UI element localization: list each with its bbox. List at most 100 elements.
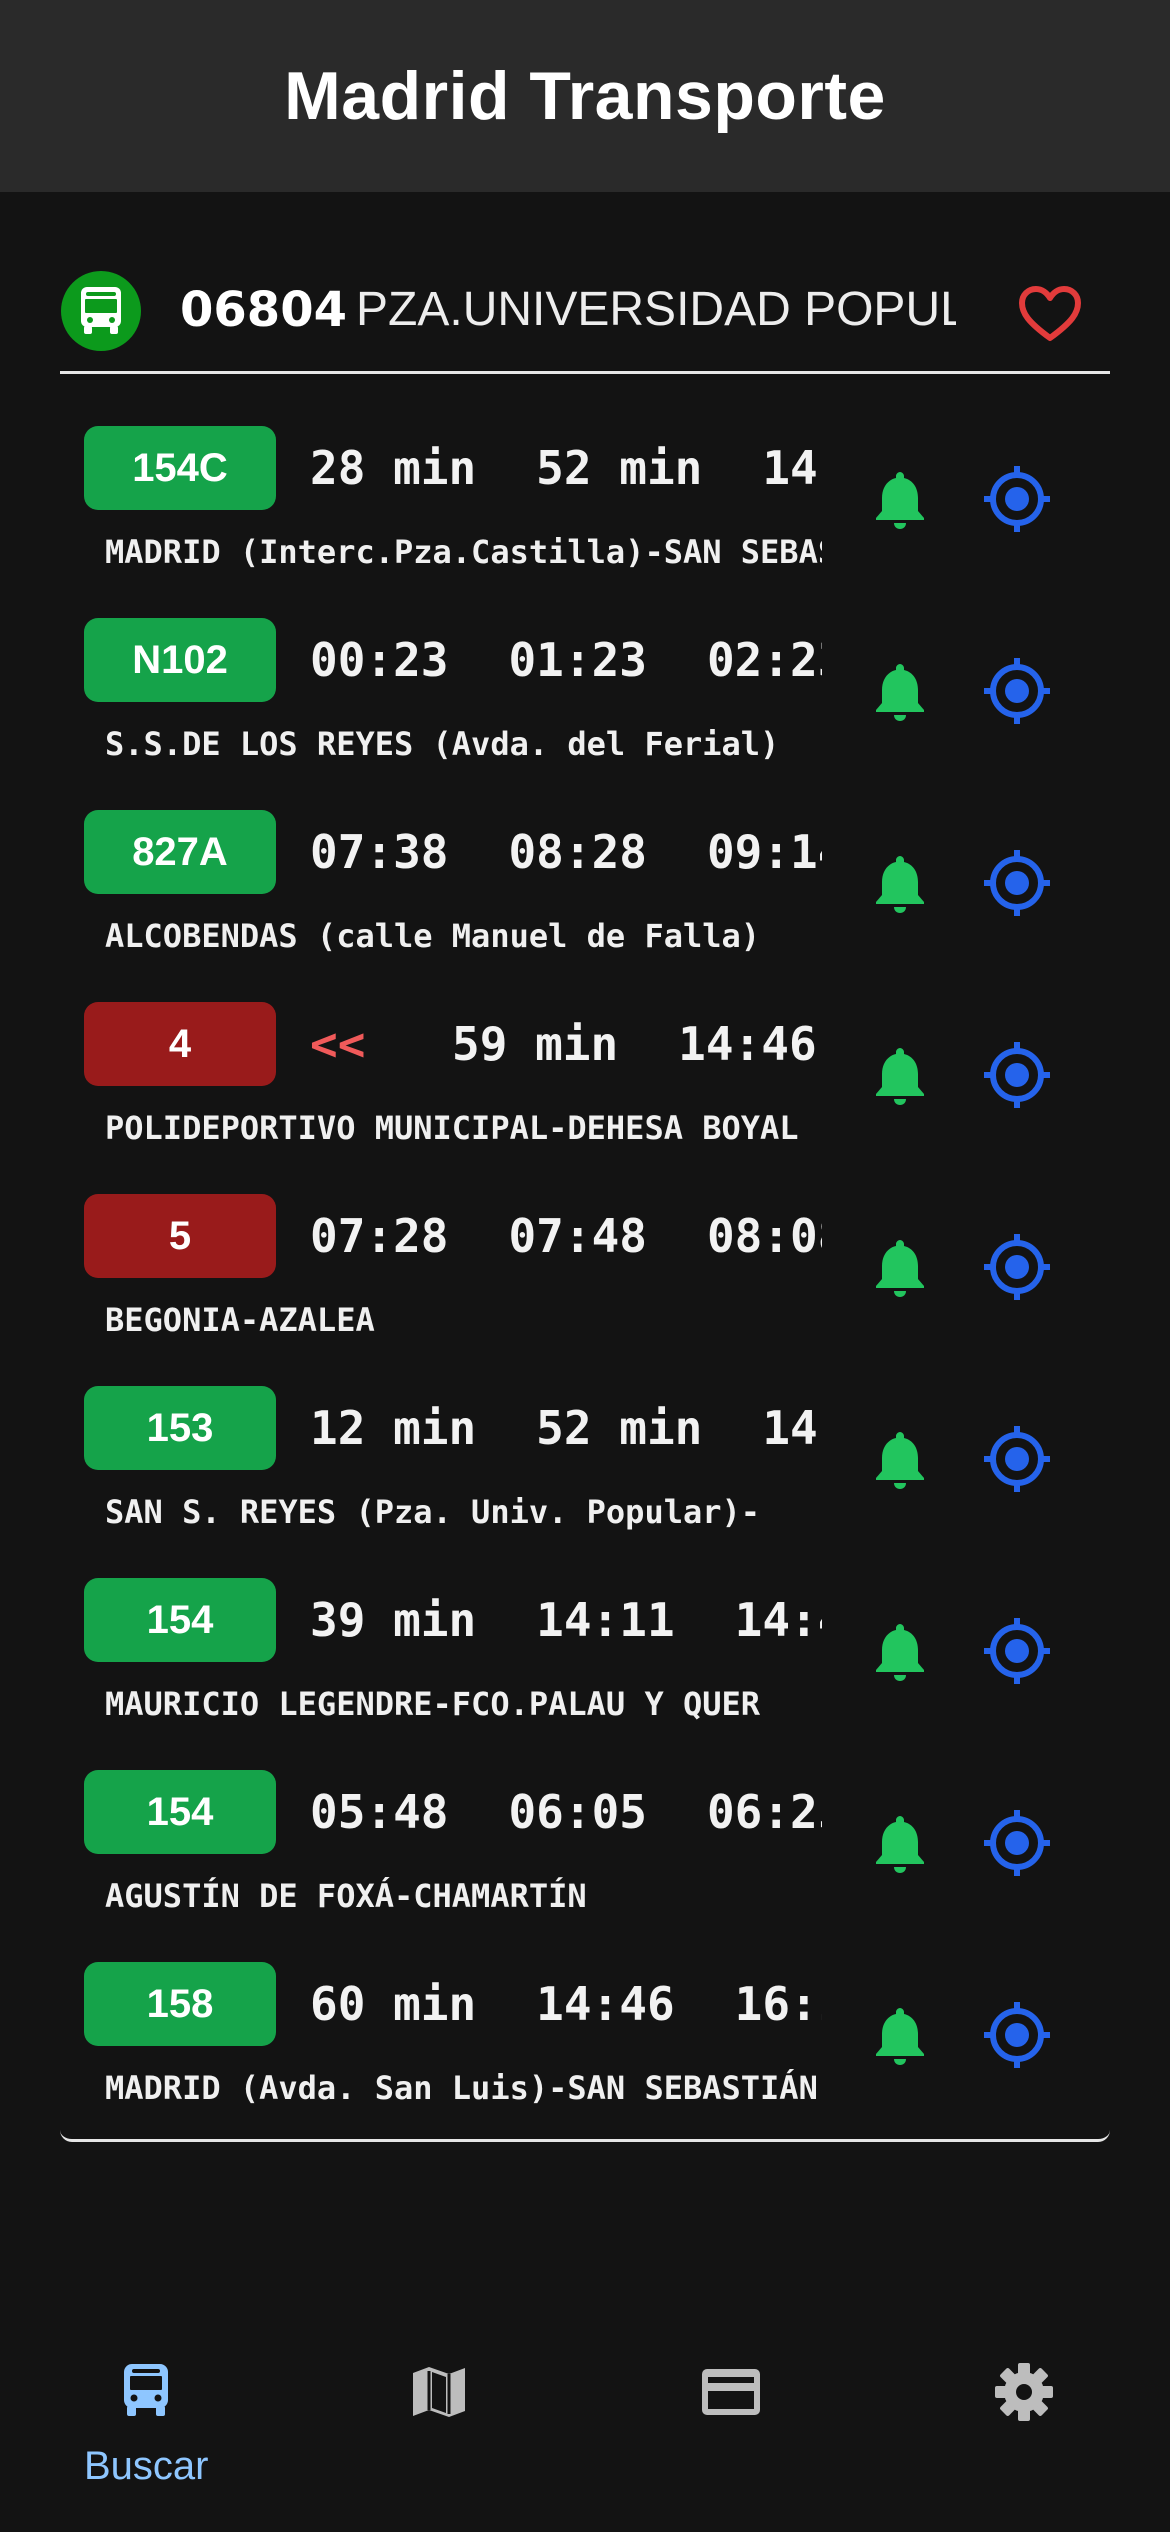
arrival-time: 14:46 — [762, 1401, 822, 1455]
line-row[interactable]: 154 05:48 06:05 06:25 AGUSTÍN DE FOXÁ-CHAMAR… — [60, 1770, 1110, 1962]
locate-icon[interactable] — [980, 846, 1054, 920]
map-icon — [407, 2360, 471, 2424]
stop-card: 06804 PZA.UNIVERSIDAD POPULAR 154C 28 min… — [60, 234, 1110, 2142]
arrival-time: 60 min — [310, 1977, 477, 2031]
bell-icon[interactable] — [865, 848, 935, 918]
nav-item-buscar[interactable]: Buscar — [0, 2320, 293, 2532]
arrival-time: 07:38 — [310, 825, 449, 879]
arrival-time: 08:08 — [706, 1209, 822, 1263]
line-destination: ALCOBENDAS (calle Manuel de Falla) — [105, 917, 761, 955]
nav-label-buscar: Buscar — [84, 2444, 209, 2488]
bell-icon[interactable] — [865, 656, 935, 726]
arrival-time: 06:25 — [706, 1785, 822, 1839]
nav-item-ajustes[interactable] — [878, 2320, 1170, 2532]
arrival-time: 05:48 — [310, 1785, 449, 1839]
arrival-time: 28 min — [310, 441, 477, 495]
arrival-time: 59 min — [452, 1017, 619, 1071]
nav-item-mapa[interactable] — [293, 2320, 586, 2532]
line-row[interactable]: 153 12 min 52 min 14:46SAN S. REYES (Pza. U… — [60, 1386, 1110, 1578]
locate-icon[interactable] — [980, 1998, 1054, 2072]
line-destination: MADRID (Interc.Pza.Castilla)-SAN SEBASTI… — [105, 533, 822, 571]
line-number-badge: 154C — [84, 426, 276, 510]
line-number-badge: 158 — [84, 1962, 276, 2046]
arrival-times: 28 min 52 min 14:46 — [310, 426, 822, 510]
locate-icon[interactable] — [980, 462, 1054, 536]
arrival-times: 07:28 07:48 08:08 — [310, 1194, 822, 1278]
locate-icon[interactable] — [980, 1806, 1054, 1880]
line-row[interactable]: N102 00:23 01:23 02:23 S.S.DE LOS REYES (Avd… — [60, 618, 1110, 810]
arrival-time: 14:11 — [536, 1593, 675, 1647]
bus-icon — [61, 271, 141, 351]
locate-icon[interactable] — [980, 1038, 1054, 1112]
locate-icon[interactable] — [980, 654, 1054, 728]
arrival-times: 12 min 52 min 14:46 — [310, 1386, 822, 1470]
arrival-time: 52 min — [536, 1401, 703, 1455]
line-destination: POLIDEPORTIVO MUNICIPAL-DEHESA BOYAL — [105, 1109, 799, 1147]
line-row[interactable]: 154 39 min 14:11 14:46 MAURICIO LEGENDRE-FCO… — [60, 1578, 1110, 1770]
arrival-time: 39 min — [310, 1593, 477, 1647]
arrival-times: << 59 min 14:46 — [310, 1002, 822, 1086]
line-number-badge: 154 — [84, 1578, 276, 1662]
line-destination: SAN S. REYES (Pza. Univ. Popular)- — [105, 1493, 761, 1531]
line-number-badge: 154 — [84, 1770, 276, 1854]
arrival-times: 39 min 14:11 14:46 — [310, 1578, 822, 1662]
arrival-time: 07:48 — [508, 1209, 647, 1263]
arrival-time: 07:28 — [310, 1209, 449, 1263]
line-row[interactable]: 158 60 min 14:46 16:11 MADRID (Avda. San Lui… — [60, 1962, 1110, 2154]
stop-number: 06804 — [180, 282, 347, 338]
arrival-time: 02:23 — [706, 633, 822, 687]
line-destination: AGUSTÍN DE FOXÁ-CHAMARTÍN — [105, 1877, 587, 1915]
line-destination: MAURICIO LEGENDRE-FCO.PALAU Y QUER — [105, 1685, 761, 1723]
bell-icon[interactable] — [865, 1808, 935, 1878]
line-row[interactable]: 5 07:28 07:48 08:08 BEGONIA-AZALEA — [60, 1194, 1110, 1386]
line-row[interactable]: 154C 28 min 52 min 14:46 MADRID (Interc.Pza.… — [60, 426, 1110, 618]
heart-outline-icon — [1019, 286, 1081, 341]
line-row[interactable]: 827A 07:38 08:28 09:14 ALCOBENDAS (calle Man… — [60, 810, 1110, 1002]
bell-icon[interactable] — [865, 464, 935, 534]
line-list: 154C 28 min 52 min 14:46 MADRID (Interc.Pza.… — [60, 426, 1110, 2154]
locate-icon[interactable] — [980, 1422, 1054, 1496]
arrival-time: 14:46 — [536, 1977, 675, 2031]
app-header: Madrid Transporte — [0, 0, 1170, 192]
arrival-time: 08:28 — [508, 825, 647, 879]
arrival-time: 12 min — [310, 1401, 477, 1455]
arrival-time: 52 min — [536, 441, 703, 495]
stop-header: 06804 PZA.UNIVERSIDAD POPULAR — [60, 234, 1110, 374]
locate-icon[interactable] — [980, 1614, 1054, 1688]
line-destination: BEGONIA-AZALEA — [105, 1301, 375, 1339]
card-icon — [699, 2360, 763, 2424]
favorite-button[interactable] — [1015, 282, 1085, 346]
arrival-time: 14:46 — [678, 1017, 817, 1071]
page-title: Madrid Transporte — [284, 58, 886, 134]
arrival-time: 01:23 — [508, 633, 647, 687]
bell-icon[interactable] — [865, 1040, 935, 1110]
arrival-time: 06:05 — [508, 1785, 647, 1839]
line-number-badge: N102 — [84, 618, 276, 702]
line-number-badge: 153 — [84, 1386, 276, 1470]
bell-icon[interactable] — [865, 1616, 935, 1686]
arrival-time: 00:23 — [310, 633, 449, 687]
bell-icon[interactable] — [865, 1424, 935, 1494]
line-row[interactable]: 4 << 59 min 14:46 POLIDEPORTIVO MUNICIPAL-DE… — [60, 1002, 1110, 1194]
line-number-badge: 5 — [84, 1194, 276, 1278]
nav-item-tarjeta[interactable] — [585, 2320, 878, 2532]
gear-icon — [992, 2360, 1056, 2424]
line-destination: S.S.DE LOS REYES (Avda. del Ferial) — [105, 725, 780, 763]
line-number-badge: 827A — [84, 810, 276, 894]
previous-times-indicator[interactable]: << — [310, 1017, 366, 1071]
bell-icon[interactable] — [865, 2000, 935, 2070]
arrival-time: 16:11 — [734, 1977, 822, 2031]
bottom-nav: Buscar — [0, 2320, 1170, 2532]
arrival-times: 05:48 06:05 06:25 — [310, 1770, 822, 1854]
arrival-time: 09:14 — [706, 825, 822, 879]
arrival-time: 14:46 — [762, 441, 822, 495]
stop-name: PZA.UNIVERSIDAD POPULAR — [356, 283, 956, 336]
arrival-times: 60 min 14:46 16:11 — [310, 1962, 822, 2046]
bus-icon — [114, 2360, 178, 2424]
arrival-time: 14:46 — [734, 1593, 822, 1647]
locate-icon[interactable] — [980, 1230, 1054, 1304]
arrival-times: 07:38 08:28 09:14 — [310, 810, 822, 894]
arrival-times: 00:23 01:23 02:23 — [310, 618, 822, 702]
line-number-badge: 4 — [84, 1002, 276, 1086]
bell-icon[interactable] — [865, 1232, 935, 1302]
